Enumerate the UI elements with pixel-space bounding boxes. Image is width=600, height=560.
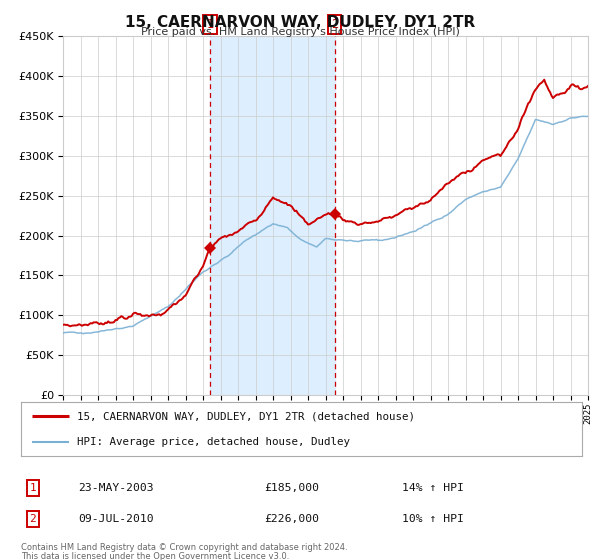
Text: 1: 1 xyxy=(29,483,37,493)
Text: This data is licensed under the Open Government Licence v3.0.: This data is licensed under the Open Gov… xyxy=(21,552,289,560)
Text: 1: 1 xyxy=(206,18,214,31)
Text: 14% ↑ HPI: 14% ↑ HPI xyxy=(402,483,464,493)
Bar xyxy=(210,36,335,395)
Text: 2: 2 xyxy=(29,514,37,524)
Text: 10% ↑ HPI: 10% ↑ HPI xyxy=(402,514,464,524)
Text: £226,000: £226,000 xyxy=(264,514,319,524)
Text: £185,000: £185,000 xyxy=(264,483,319,493)
Text: Contains HM Land Registry data © Crown copyright and database right 2024.: Contains HM Land Registry data © Crown c… xyxy=(21,543,347,552)
Text: 23-MAY-2003: 23-MAY-2003 xyxy=(78,483,154,493)
Text: 09-JUL-2010: 09-JUL-2010 xyxy=(78,514,154,524)
Text: HPI: Average price, detached house, Dudley: HPI: Average price, detached house, Dudl… xyxy=(77,437,350,446)
Text: 15, CAERNARVON WAY, DUDLEY, DY1 2TR (detached house): 15, CAERNARVON WAY, DUDLEY, DY1 2TR (det… xyxy=(77,412,415,421)
Text: 15, CAERNARVON WAY, DUDLEY, DY1 2TR: 15, CAERNARVON WAY, DUDLEY, DY1 2TR xyxy=(125,15,475,30)
Text: Price paid vs. HM Land Registry's House Price Index (HPI): Price paid vs. HM Land Registry's House … xyxy=(140,27,460,37)
Text: 2: 2 xyxy=(331,18,338,31)
